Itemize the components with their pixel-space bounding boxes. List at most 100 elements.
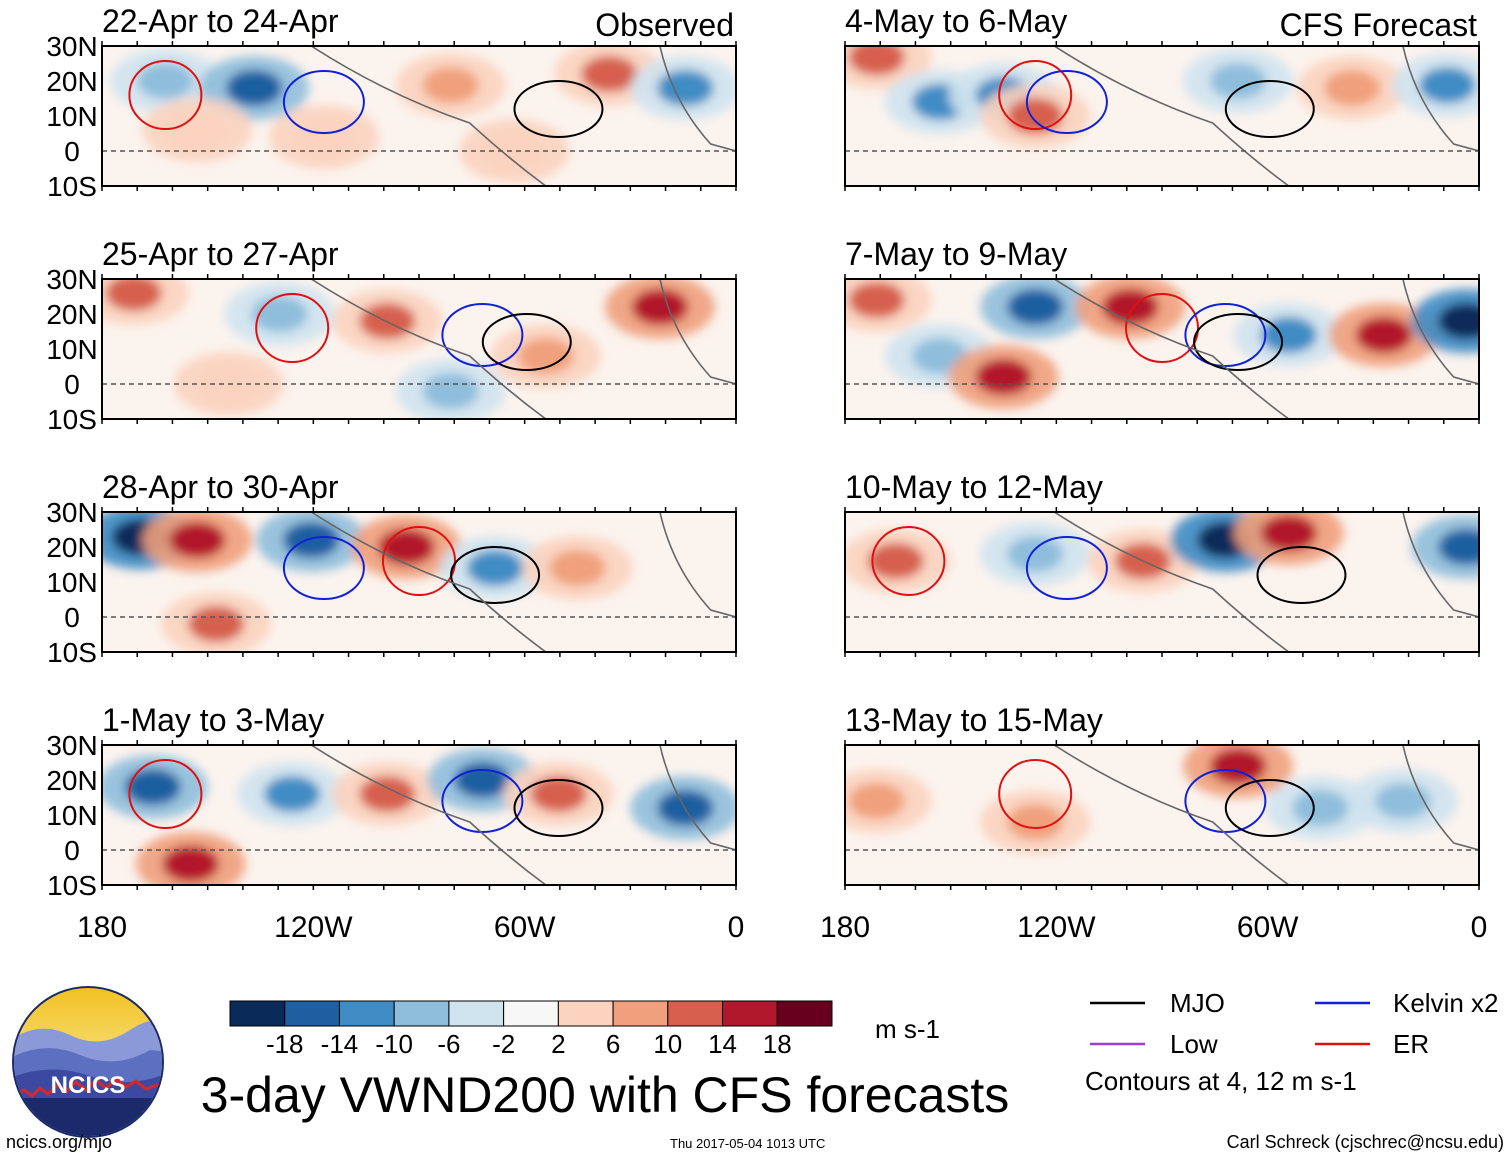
column-header: Observed: [595, 7, 734, 43]
colorbar-swatch: [776, 1000, 833, 1027]
contour-line: [513, 80, 604, 138]
coastline: [310, 279, 547, 419]
anomaly-core: [1102, 289, 1159, 325]
anomaly-field: [845, 745, 1479, 885]
lat-tick-label: 30N: [46, 264, 97, 295]
colorbar-tick-label: -10: [375, 1029, 413, 1059]
contour-line: [441, 769, 524, 833]
map-panel: 13-May to 15-May 180 120W 60W 0: [820, 702, 1487, 944]
anomaly-field: [102, 512, 736, 652]
contour-line: [1025, 70, 1108, 134]
panel-date-label: 28-Apr to 30-Apr: [102, 469, 339, 505]
contour-line: [282, 70, 365, 134]
colorbar-tick-label: 18: [763, 1029, 792, 1059]
anomaly-core: [105, 279, 162, 311]
lon-tick-label: 0: [1471, 911, 1488, 944]
lat-tick-label: 30N: [46, 730, 97, 761]
lat-tick-label: 10N: [46, 567, 97, 598]
panels-layer: 22-Apr to 24-Apr Observed30N20N10N010S25-…: [46, 3, 1487, 944]
colorbar-tick-label: -18: [266, 1029, 304, 1059]
lat-tick-label: 0: [64, 369, 80, 400]
contour-line: [255, 293, 330, 363]
anomaly-core: [1210, 63, 1267, 99]
contour-line: [871, 526, 946, 596]
panel-date-label: 1-May to 3-May: [102, 702, 324, 738]
colorbar-tick-label: -6: [437, 1029, 460, 1059]
anomaly-field: [102, 279, 736, 419]
anomaly-core: [1419, 67, 1476, 104]
coastline: [1402, 279, 1479, 385]
colorbar-swatch: [557, 1000, 614, 1027]
anomaly-core: [486, 133, 543, 169]
anomaly-core: [1007, 98, 1064, 134]
contour-line: [1184, 303, 1267, 367]
anomaly-core: [1007, 536, 1064, 572]
footer-timestamp: Thu 2017-05-04 1013 UTC: [670, 1136, 825, 1151]
contour-line: [1224, 80, 1315, 138]
contour-line: [441, 303, 524, 367]
coastline: [659, 745, 736, 851]
anomaly-core: [1007, 289, 1064, 325]
contour-line: [282, 536, 365, 600]
anomaly-core: [454, 762, 511, 798]
anomaly-core: [867, 543, 924, 579]
lat-tick-label: 10N: [46, 101, 97, 132]
contour-line: [382, 526, 456, 596]
anomaly-core: [1007, 804, 1064, 840]
footer-credit: Carl Schreck (cjschrec@ncsu.edu): [1227, 1132, 1504, 1152]
anomaly-field: [845, 279, 1479, 419]
anomaly-core: [422, 67, 479, 104]
column-header: CFS Forecast: [1280, 7, 1477, 43]
lat-tick-label: 10S: [47, 637, 97, 668]
panel-date-label: 7-May to 9-May: [845, 236, 1067, 272]
lat-tick-label: 20N: [46, 765, 97, 796]
lon-tick-label: 120W: [274, 911, 353, 944]
anomaly-core: [1374, 783, 1431, 819]
coastline: [1402, 512, 1479, 618]
anomaly-field: [845, 512, 1479, 652]
contour-line: [998, 759, 1073, 829]
lon-tick-label: 180: [820, 911, 870, 944]
contour-line: [128, 60, 203, 130]
coastline: [659, 46, 736, 152]
lat-tick-label: 10S: [47, 870, 97, 901]
anomaly-core: [975, 359, 1032, 395]
anomaly-core: [848, 783, 905, 819]
anomaly-core: [295, 119, 352, 155]
map-panel: 7-May to 9-May: [844, 236, 1480, 424]
footer-url[interactable]: ncics.org/mjo: [6, 1132, 112, 1152]
legend: MJO Kelvin x2 Low ER Contours at 4, 12 m s-1: [1085, 988, 1499, 1096]
contour-line: [1256, 546, 1347, 604]
colorbar-swatch: [338, 1000, 395, 1027]
coastline: [310, 512, 547, 652]
map-panel: 4-May to 6-May CFS Forecast: [844, 3, 1480, 191]
coastline: [310, 745, 547, 885]
anomaly-core: [1438, 303, 1479, 339]
coastline: [1053, 512, 1290, 652]
lat-tick-label: 20N: [46, 299, 97, 330]
colorbar-tick-label: -2: [492, 1029, 515, 1059]
map-panel: 22-Apr to 24-Apr Observed 30N 20N 10N 0 10S: [46, 3, 737, 202]
panel-date-label: 10-May to 12-May: [845, 469, 1103, 505]
colorbar-tick-label: 14: [708, 1029, 737, 1059]
lat-tick-label: 0: [64, 136, 80, 167]
anomaly-core: [1292, 790, 1349, 826]
logo-text: NCICS: [51, 1072, 126, 1099]
anomaly-core: [1210, 748, 1267, 784]
lat-tick-label: 30N: [46, 31, 97, 62]
lon-tick-label: 60W: [494, 911, 556, 944]
lat-tick-label: 20N: [46, 532, 97, 563]
anomaly-core: [359, 303, 416, 339]
contour-line: [128, 759, 203, 829]
legend-label: MJO: [1170, 988, 1225, 1018]
anomaly-core: [467, 550, 524, 586]
coastline: [1402, 46, 1479, 152]
lon-tick-label: 120W: [1017, 911, 1096, 944]
anomaly-core: [1438, 529, 1479, 565]
contour-line: [1224, 779, 1315, 837]
lat-tick-label: 20N: [46, 66, 97, 97]
